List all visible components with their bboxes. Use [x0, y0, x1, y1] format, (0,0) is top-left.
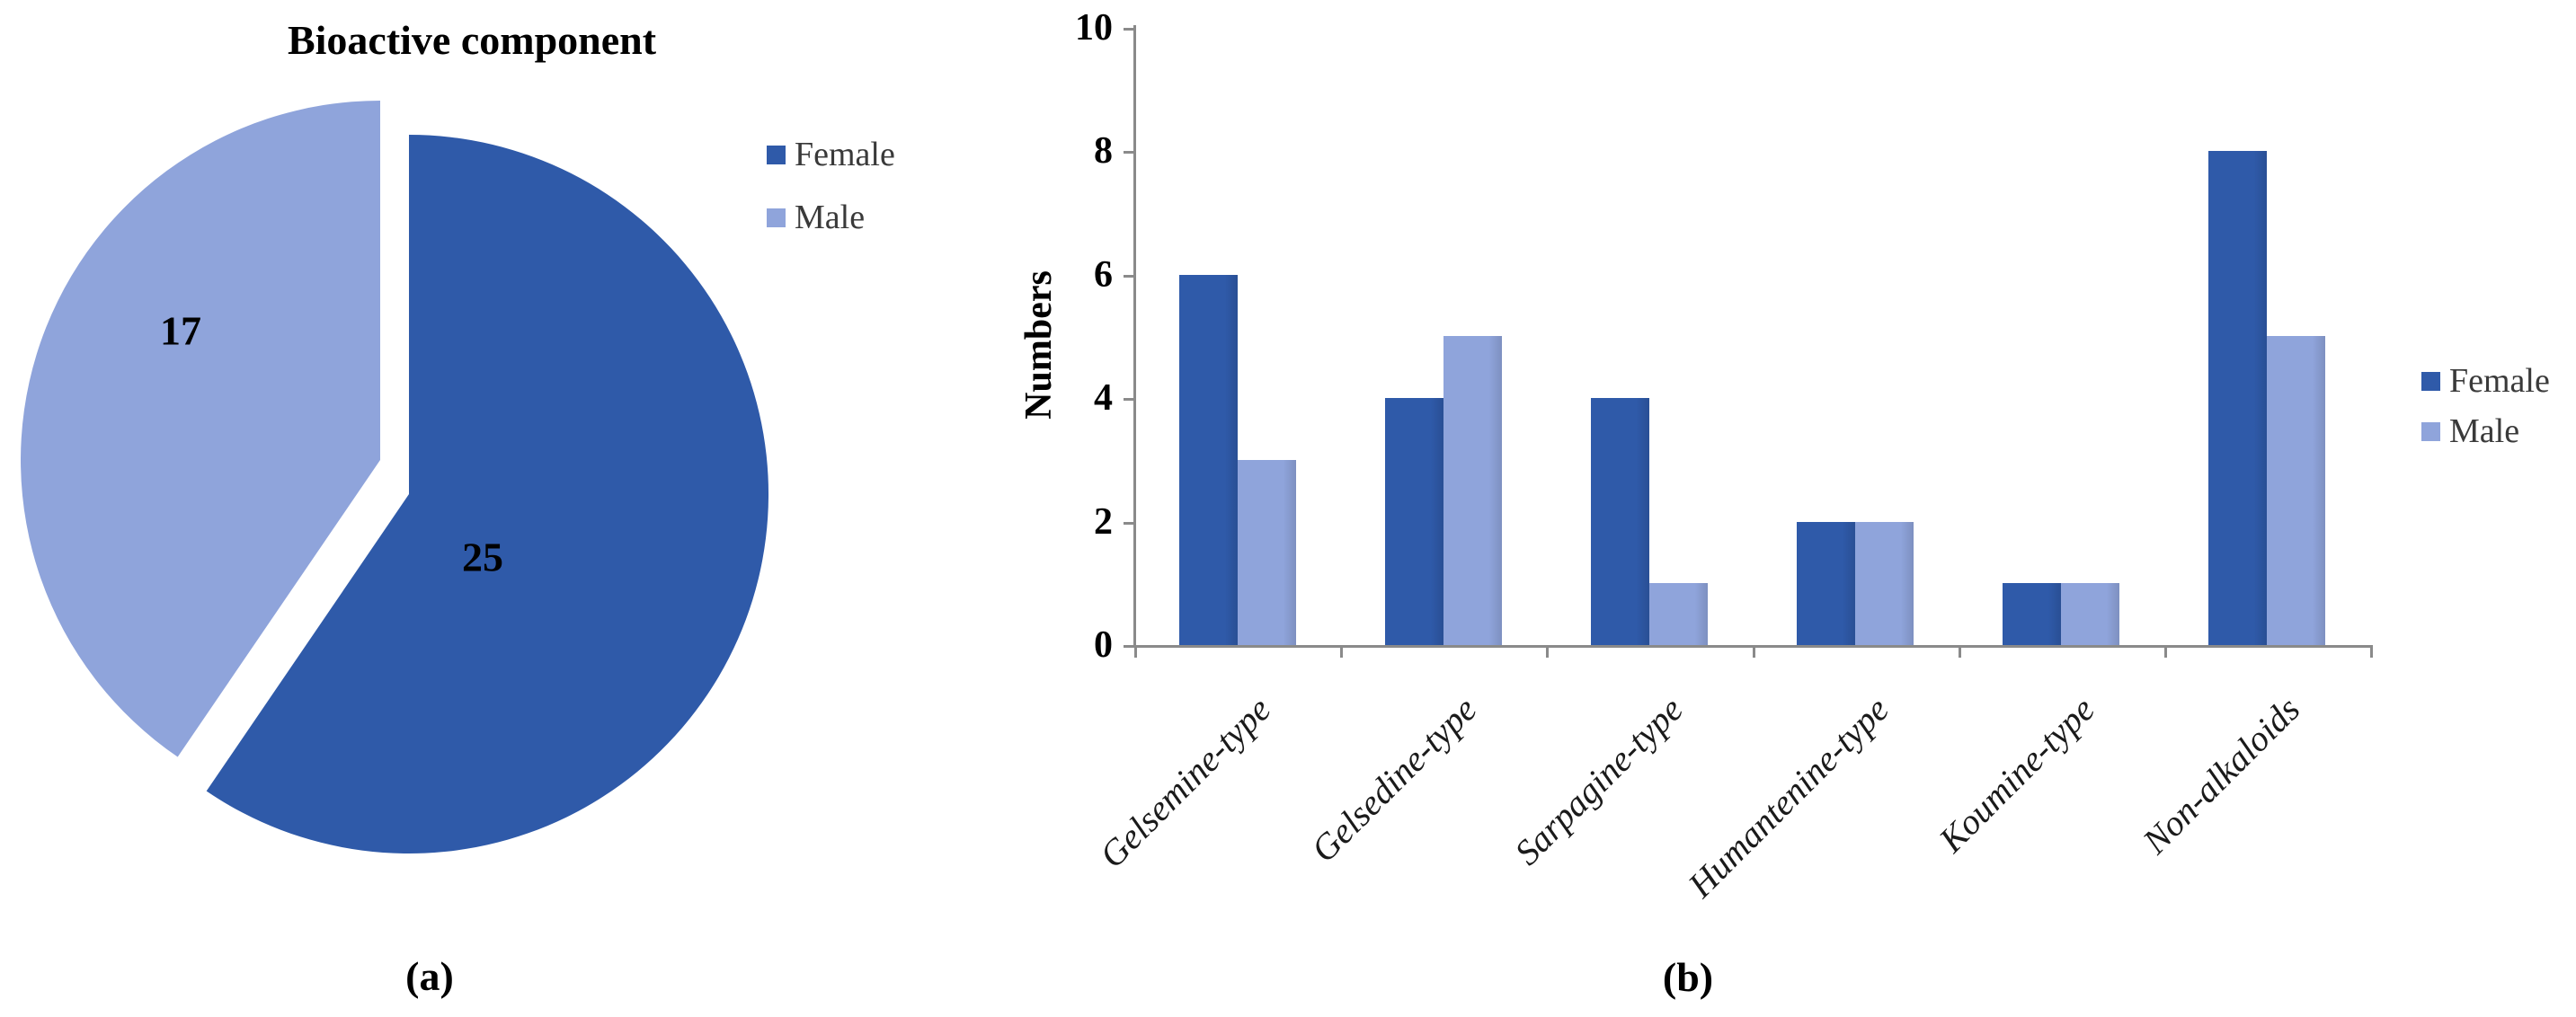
- bar-male-koumine-type: [2061, 583, 2120, 645]
- bar-female-gelsemine-type: [1178, 274, 1238, 645]
- x-tick-mark: [1546, 645, 1550, 658]
- x-tick-mark: [1958, 645, 1961, 658]
- y-tick-mark: [1124, 645, 1134, 648]
- y-tick-mark: [1124, 274, 1134, 278]
- x-tick-mark: [2370, 645, 2373, 658]
- bar-male-non-alkaloids: [2267, 336, 2326, 645]
- y-tick-label: 10: [1075, 7, 1113, 49]
- y-tick-mark: [1124, 398, 1134, 402]
- bar-legend-label-male: Male: [2449, 412, 2520, 450]
- pie-legend: Female Male: [767, 135, 895, 237]
- x-category-label: Non-alkaloids: [2135, 688, 2308, 862]
- bar-male-gelsemine-type: [1237, 459, 1296, 645]
- x-category-label: Sarpagine-type: [1506, 688, 1691, 873]
- y-tick-label: 2: [1094, 501, 1113, 543]
- y-tick-label: 6: [1094, 254, 1113, 296]
- caption-a: (a): [405, 953, 454, 999]
- x-tick-mark: [1752, 645, 1755, 658]
- pie-slice-male: [21, 101, 380, 757]
- bar-male-sarpagine-type: [1648, 583, 1708, 645]
- pie-value-female: 25: [462, 534, 503, 580]
- x-tick-mark: [1134, 645, 1137, 658]
- bar-female-koumine-type: [2003, 583, 2062, 645]
- female-swatch-icon: [767, 145, 786, 164]
- x-category-label: Humantenine-type: [1679, 688, 1896, 906]
- x-category-label: Gelsedine-type: [1303, 688, 1485, 871]
- bar-legend-label-female: Female: [2449, 362, 2550, 400]
- male-swatch-icon: [2421, 421, 2440, 441]
- y-axis-line: [1133, 25, 1136, 647]
- pie-chart-title: Bioactive component: [287, 17, 657, 63]
- bar-female-humantenine-type: [1797, 521, 1856, 645]
- pie-legend-item-male: Male: [767, 198, 895, 237]
- x-category-label: Koumine-type: [1931, 688, 2102, 861]
- bar-legend: Female Male: [2421, 361, 2550, 451]
- y-tick-label: 4: [1094, 377, 1113, 419]
- pie-slice-female: [206, 135, 769, 853]
- x-category-label: Gelsemine-type: [1091, 688, 1279, 876]
- bar-male-gelsedine-type: [1443, 336, 1502, 645]
- bar-male-humantenine-type: [1855, 521, 1914, 645]
- y-tick-mark: [1124, 27, 1134, 31]
- male-swatch-icon: [767, 208, 786, 227]
- bar-legend-item-female: Female: [2421, 361, 2550, 401]
- pie-legend-label-male: Male: [795, 199, 866, 236]
- female-swatch-icon: [2421, 371, 2440, 391]
- y-tick-label: 8: [1094, 130, 1113, 172]
- x-tick-mark: [1340, 645, 1344, 658]
- y-axis-title: Numbers: [1018, 270, 1060, 420]
- y-tick-mark: [1124, 521, 1134, 525]
- pie-value-male: 17: [160, 307, 201, 354]
- x-tick-mark: [2163, 645, 2167, 658]
- bar-legend-item-male: Male: [2421, 411, 2550, 451]
- pie-legend-item-female: Female: [767, 135, 895, 174]
- pie-chart: [21, 101, 769, 853]
- pie-legend-label-female: Female: [795, 136, 895, 173]
- bar-female-gelsedine-type: [1384, 398, 1443, 645]
- bar-female-sarpagine-type: [1590, 398, 1649, 645]
- y-tick-mark: [1124, 151, 1134, 155]
- caption-b: (b): [1662, 954, 1714, 1000]
- bar-female-non-alkaloids: [2208, 151, 2268, 645]
- y-tick-label: 0: [1094, 624, 1113, 666]
